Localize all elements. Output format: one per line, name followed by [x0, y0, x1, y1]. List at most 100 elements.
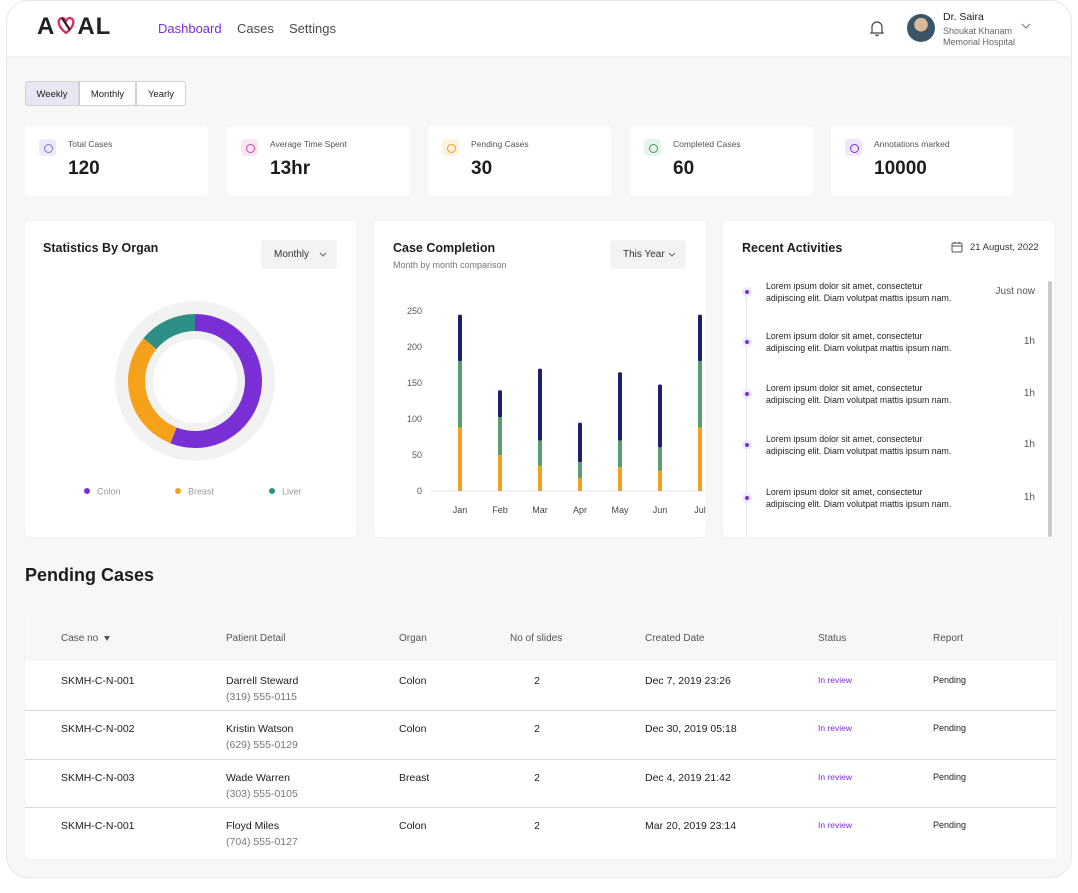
patient-phone: (629) 555-0129 [226, 739, 298, 751]
y-tick-label: 0 [417, 486, 422, 496]
timeline-dot [745, 496, 749, 500]
user-name: Dr. Saira [943, 11, 984, 23]
stat-value: 13hr [270, 158, 311, 179]
bar-segment [458, 314, 462, 362]
timeline-dot [745, 392, 749, 396]
user-hospital: Shoukat Khanam [943, 26, 1013, 36]
bar-segment [538, 368, 542, 441]
slides: 2 [534, 820, 540, 832]
created-date: Dec 30, 2019 05:18 [645, 723, 737, 735]
sort-arrow[interactable] [104, 636, 110, 641]
legend-dot [175, 488, 181, 494]
nav-link[interactable]: Dashboard [158, 21, 222, 36]
y-tick-label: 100 [407, 414, 422, 424]
legend-label: Colon [97, 487, 121, 497]
bar-segment [698, 361, 702, 428]
slides: 2 [534, 675, 540, 687]
timeline-line [746, 287, 747, 537]
case-no[interactable]: SKMH-C-N-002 [61, 723, 135, 735]
patient-phone: (303) 555-0105 [226, 788, 298, 800]
activity-text: Lorem ipsum dolor sit amet, consectetur [766, 383, 923, 393]
stat-card [25, 126, 208, 196]
user-menu-chevron[interactable] [1021, 23, 1031, 31]
bar-segment [498, 417, 502, 455]
panel-subtitle: Month by month comparison [393, 260, 507, 270]
organ: Colon [399, 820, 427, 832]
stat-icon-glyph [44, 144, 53, 153]
organ: Breast [399, 772, 430, 784]
logo-heart [57, 16, 75, 35]
filter-label: Monthly [274, 249, 310, 260]
report: Pending [933, 723, 967, 733]
bar-segment [698, 427, 702, 491]
activity-text: adipiscing elit. Diam volutpat mattis ip… [766, 293, 952, 303]
completion-chart: 0 50 100 150 200 250 Jan Feb Mar Apr May Jun Jul [407, 306, 706, 515]
case-no[interactable]: SKMH-C-N-003 [61, 772, 135, 784]
panel-title: Case Completion [393, 241, 496, 255]
stat-label: Annotations marked [874, 139, 950, 149]
patient-phone: (319) 555-0115 [226, 691, 298, 703]
x-tick-label: Apr [573, 505, 587, 515]
column-header[interactable]: Case no [61, 633, 99, 644]
stat-value: 10000 [874, 158, 927, 179]
timeline-dot [745, 290, 749, 294]
activity-text: adipiscing elit. Diam volutpat mattis ip… [766, 395, 952, 405]
pending-table [25, 613, 1056, 859]
top-bar [7, 1, 1071, 56]
patient-phone: (704) 555-0127 [226, 836, 298, 848]
stat-label: Total Cases [68, 139, 113, 149]
report: Pending [933, 675, 967, 685]
bar-segment [618, 372, 622, 441]
legend-dot [84, 488, 90, 494]
activity-time: 1h [1023, 336, 1035, 347]
activity-text: Lorem ipsum dolor sit amet, consectetur [766, 331, 923, 341]
column-header: Created Date [645, 633, 705, 644]
bar-segment [458, 427, 462, 491]
period-tab[interactable]: Weekly [25, 81, 79, 106]
y-tick-label: 250 [407, 306, 422, 316]
scrollbar[interactable] [1048, 281, 1052, 537]
table-header [25, 613, 1056, 661]
chevron [319, 252, 327, 257]
created-date: Mar 20, 2019 23:14 [645, 820, 737, 832]
stat-icon-glyph [649, 144, 658, 153]
x-tick-label: May [611, 505, 629, 515]
x-tick-label: Mar [532, 505, 548, 515]
x-tick-label: Feb [492, 505, 508, 515]
activity-text: Lorem ipsum dolor sit amet, consectetur [766, 487, 923, 497]
organ-filter[interactable]: Monthly [261, 240, 337, 269]
case-no[interactable]: SKMH-C-N-001 [61, 675, 135, 687]
nav-link[interactable]: Settings [289, 21, 336, 36]
stat-label: Pending Cases [471, 139, 529, 149]
period-tab[interactable]: Monthly [79, 81, 136, 106]
activity-text: adipiscing elit. Diam volutpat mattis ip… [766, 499, 952, 509]
stat-icon-glyph [246, 144, 255, 153]
report: Pending [933, 820, 967, 830]
column-header: No of slides [510, 633, 563, 644]
section-title: Pending Cases [25, 565, 155, 585]
bar-segment [658, 384, 662, 448]
avatar[interactable] [907, 14, 935, 42]
case-no[interactable]: SKMH-C-N-001 [61, 820, 135, 832]
x-tick-label: Jun [653, 505, 668, 515]
stat-card [428, 126, 611, 196]
period-tab[interactable]: Yearly [136, 81, 186, 106]
created-date: Dec 7, 2019 23:26 [645, 675, 731, 687]
status: In review [818, 820, 853, 830]
nav-link[interactable]: Cases [237, 21, 274, 36]
stat-card [831, 126, 1014, 196]
bar-segment [578, 478, 582, 491]
panel-title: Statistics By Organ [43, 241, 159, 255]
bell-icon[interactable] [868, 19, 886, 37]
bar-segment [658, 447, 662, 471]
stat-value: 120 [68, 158, 100, 179]
donut-hole [153, 339, 237, 423]
activity-text: adipiscing elit. Diam volutpat mattis ip… [766, 343, 952, 353]
completion-filter[interactable]: This Year [610, 240, 686, 269]
activity-time: 1h [1023, 388, 1035, 399]
legend-label: Breast [188, 487, 215, 497]
bar-segment [538, 465, 542, 491]
stat-icon-glyph [850, 144, 859, 153]
logo[interactable]: A AL [37, 13, 111, 41]
